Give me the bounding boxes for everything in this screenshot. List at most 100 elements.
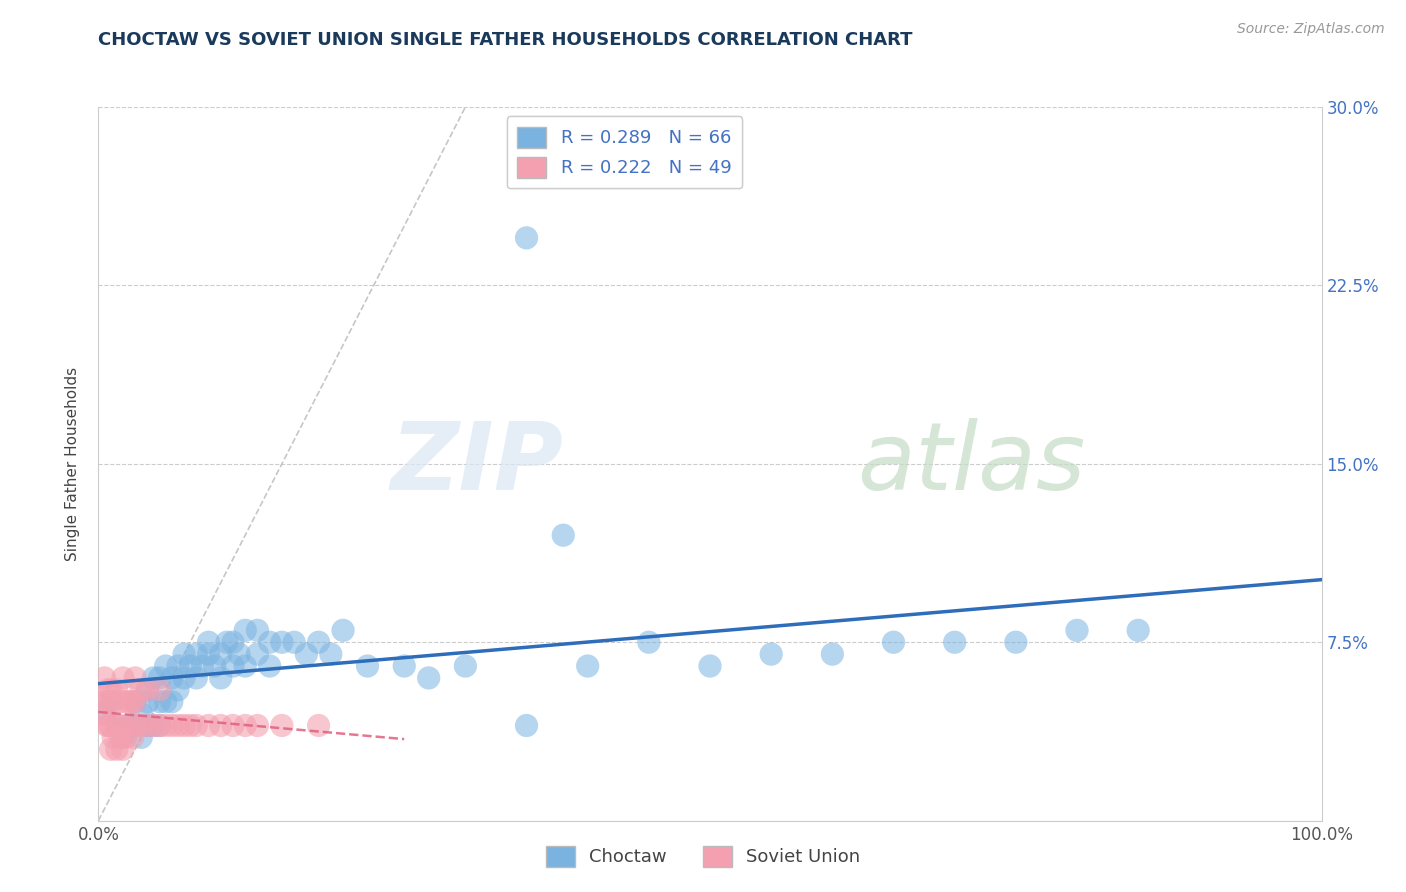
Point [96,718,118,732]
Point [179,718,201,732]
Point [121,731,143,745]
Point [114,695,136,709]
Point [204,659,226,673]
Point [105,718,128,732]
Point [173,647,195,661]
Point [149,718,172,732]
Point [101,695,124,709]
Point [167,682,190,697]
Point [233,718,256,732]
Text: CHOCTAW VS SOVIET UNION SINGLE FATHER HOUSEHOLDS CORRELATION CHART: CHOCTAW VS SOVIET UNION SINGLE FATHER HO… [98,31,912,49]
Point [114,731,136,745]
Point [576,659,599,673]
Y-axis label: Single Father Households: Single Father Households [65,367,80,561]
Point [93,695,115,709]
Point [96,695,118,709]
Point [191,659,214,673]
Point [319,647,342,661]
Point [149,695,172,709]
Point [270,718,294,732]
Point [943,635,966,649]
Point [1128,624,1150,638]
Point [124,718,146,732]
Point [100,718,122,732]
Point [100,695,122,709]
Point [259,635,281,649]
Point [259,659,281,673]
Point [124,671,146,685]
Point [118,718,141,732]
Point [883,635,905,649]
Point [283,635,305,649]
Point [295,647,318,661]
Point [308,635,330,649]
Point [118,695,141,709]
Point [246,647,269,661]
Point [186,647,208,661]
Point [93,706,115,721]
Point [121,695,143,709]
Point [142,718,165,732]
Point [197,718,219,732]
Point [515,231,537,245]
Point [332,624,354,638]
Point [149,671,172,685]
Point [1004,635,1026,649]
Point [160,695,183,709]
Point [97,718,120,732]
Point [186,718,208,732]
Point [821,647,844,661]
Point [97,682,120,697]
Point [136,682,159,697]
Point [160,671,183,685]
Point [110,695,132,709]
Point [100,742,122,756]
Point [515,718,537,732]
Point [418,671,440,685]
Point [222,659,245,673]
Point [454,659,477,673]
Point [197,647,219,661]
Point [142,718,165,732]
Point [142,671,165,685]
Text: Source: ZipAtlas.com: Source: ZipAtlas.com [1237,22,1385,37]
Point [118,718,141,732]
Point [209,718,232,732]
Point [105,682,128,697]
Point [1066,624,1088,638]
Point [155,695,177,709]
Point [136,718,159,732]
Point [233,624,256,638]
Point [761,647,783,661]
Point [124,695,146,709]
Point [155,718,177,732]
Point [136,695,159,709]
Point [222,635,245,649]
Point [124,718,146,732]
Point [209,671,232,685]
Point [173,718,195,732]
Point [105,742,128,756]
Point [173,671,195,685]
Point [110,731,132,745]
Point [160,718,183,732]
Point [356,659,378,673]
Point [167,718,190,732]
Point [129,682,152,697]
Point [129,718,152,732]
Point [308,718,330,732]
Text: ZIP: ZIP [391,417,564,510]
Point [105,718,128,732]
Point [111,671,134,685]
Point [215,635,238,649]
Point [638,635,661,649]
Point [167,659,190,673]
Point [197,635,219,649]
Point [209,647,232,661]
Point [699,659,721,673]
Point [136,718,159,732]
Point [100,682,122,697]
Point [129,731,152,745]
Point [124,695,146,709]
Point [111,731,134,745]
